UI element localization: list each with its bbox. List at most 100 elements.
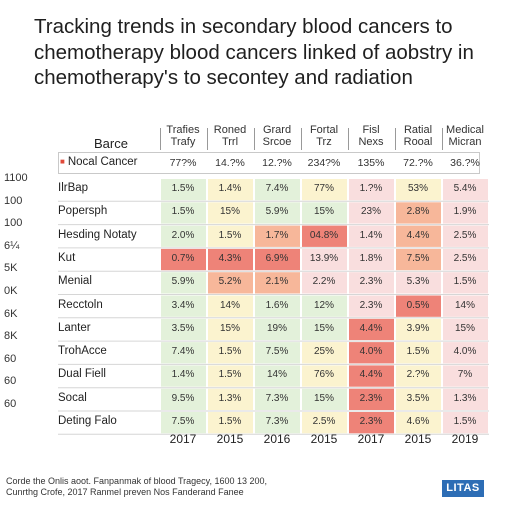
y-tick-label: 6K [4, 307, 18, 320]
heat-cell [302, 248, 347, 271]
heat-cell-label: 14% [219, 299, 240, 311]
column-header: Ratial Rooal [395, 124, 441, 148]
column-header-line: Medical [446, 124, 484, 136]
heat-cell-label: 15% [219, 206, 240, 218]
heat-cell [302, 342, 347, 364]
heat-cell [443, 225, 488, 247]
heat-cell [443, 272, 488, 294]
row-label: Dual Fiell [58, 368, 106, 381]
chart-title-line-2: chemotherapy blood cancers linked of aob… [34, 40, 474, 64]
heat-cell-label: 1.4% [171, 369, 195, 381]
heat-cell-label: 5.9% [171, 276, 195, 288]
heat-cell-label: 0.7% [171, 252, 195, 264]
heat-cell-label: 4.6% [406, 416, 430, 427]
heat-cell [161, 248, 206, 271]
summary-cell: 135% [357, 157, 385, 169]
x-tick-label: 2015 [310, 432, 338, 446]
heat-cell-label: 3.4% [171, 299, 195, 311]
heat-cell-label: 4.4% [359, 322, 383, 334]
heat-cell [396, 388, 441, 410]
column-divider [254, 128, 255, 150]
column-header-line: Grard [262, 124, 292, 136]
heat-cell-label: 7.5% [406, 252, 430, 264]
heat-cell [443, 248, 488, 271]
heat-cell [255, 342, 300, 364]
x-tick-label: 2017 [169, 432, 197, 446]
row-label: Popersph [58, 205, 108, 218]
column-divider [207, 128, 208, 150]
summary-cell: 234?% [307, 157, 341, 169]
heat-cell-label: 77% [313, 183, 334, 194]
heat-cell-label: 4.4% [406, 229, 430, 241]
y-tick-label: 100 [4, 194, 23, 207]
summary-cell: 14.?% [215, 157, 245, 169]
heat-cell-label: 1.3% [218, 392, 242, 404]
heat-cell-label: 1.9% [453, 206, 477, 218]
heat-cell-label: 14% [266, 369, 287, 381]
heat-cell [255, 412, 300, 434]
heat-cell [396, 342, 441, 364]
x-tick-label: 2017 [357, 432, 385, 446]
heat-cell [349, 225, 394, 247]
heat-cell-label: 12% [313, 299, 334, 311]
heat-cell [302, 365, 347, 387]
column-header: Fortal Trz [301, 124, 347, 148]
heat-cell-label: 2.3% [359, 416, 383, 427]
row-label: Hesding Notaty [58, 228, 137, 241]
heat-cell-label: 2.2% [312, 276, 336, 288]
heat-cell-label: 0.5% [406, 299, 430, 311]
row-label: IlrBap [58, 182, 89, 194]
column-divider [348, 128, 349, 150]
heat-cell-label: 2.3% [359, 276, 383, 288]
heat-cell [302, 179, 347, 201]
heat-cell-label: 7.4% [265, 183, 289, 194]
heat-cell [396, 202, 441, 224]
heat-cell [161, 365, 206, 387]
heat-cell-label: 3.5% [171, 322, 195, 334]
heat-cell [255, 248, 300, 271]
column-header-line: Trafies [166, 124, 200, 136]
column-header-line: Trz [316, 136, 332, 148]
heat-cell [396, 225, 441, 247]
heat-cell-label: 6.9% [265, 252, 289, 264]
heat-cell-label: 2.8% [406, 206, 430, 218]
heat-cell [396, 179, 441, 201]
x-tick-label: 2015 [404, 432, 432, 446]
heat-cell [443, 388, 488, 410]
heat-cell [396, 318, 441, 341]
heat-cell-label: 1.4% [359, 229, 383, 241]
heat-cell [396, 272, 441, 294]
heat-cell [161, 318, 206, 341]
heat-cell [443, 295, 488, 317]
y-tick-label: 60 [4, 352, 17, 365]
heat-cell-label: 1.8% [359, 252, 383, 264]
heat-cell [396, 412, 441, 434]
heat-cell [255, 388, 300, 410]
heat-cell-label: 53% [407, 183, 428, 194]
heat-cell-label: 1.5% [453, 416, 477, 427]
heat-cell [349, 248, 394, 271]
heat-cell [443, 342, 488, 364]
row-label: Menial [58, 275, 92, 288]
heat-cell [208, 295, 253, 317]
heat-cell [443, 318, 488, 341]
heat-cell [302, 318, 347, 341]
summary-marker-icon: ■ [60, 157, 65, 166]
heat-cell-label: 1.5% [218, 229, 242, 241]
heat-cell [208, 272, 253, 294]
heat-cell-label: 9.5% [171, 392, 195, 404]
heat-cell [396, 248, 441, 271]
heat-cell [349, 202, 394, 224]
heat-cell-label: 7.3% [265, 392, 289, 404]
heat-cell [302, 295, 347, 317]
heat-cell [208, 388, 253, 410]
row-label: Deting Falo [58, 415, 117, 427]
heat-cell-label: 2.1% [265, 276, 289, 288]
heat-cell [255, 318, 300, 341]
y-tick-label: 8K [4, 330, 18, 343]
y-tick-label: 0K [4, 285, 18, 297]
column-divider [395, 128, 396, 150]
y-tick-label: 5K [4, 262, 18, 275]
column-divider [442, 128, 443, 150]
heat-cell [161, 202, 206, 224]
